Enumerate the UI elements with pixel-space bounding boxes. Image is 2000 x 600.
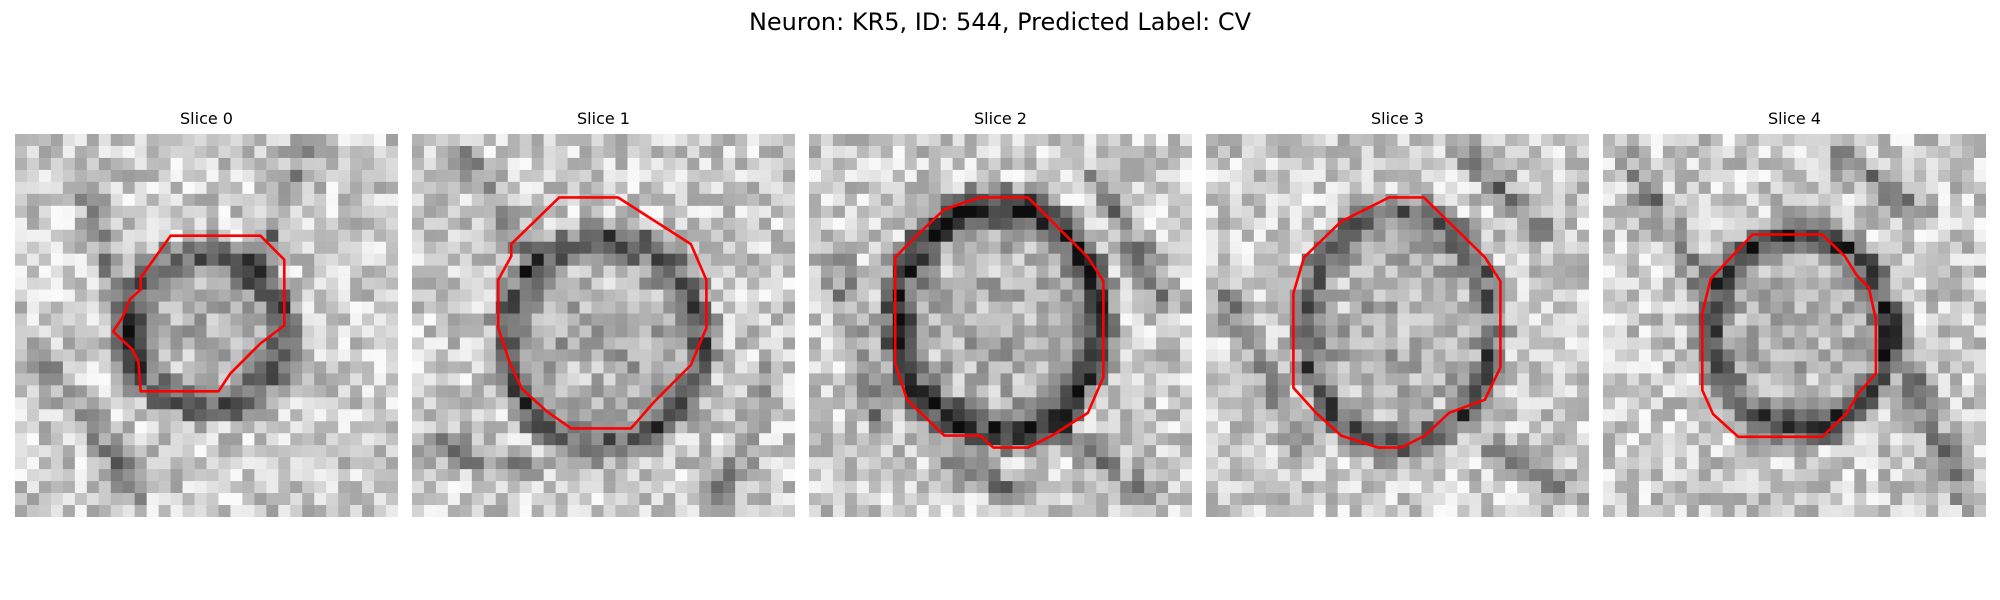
slice-image-2 (809, 134, 1192, 517)
slice-image-1 (412, 134, 795, 517)
segmentation-contour (496, 196, 708, 430)
micrograph-pixels (15, 134, 398, 517)
slice-panel-1: Slice 1 (412, 108, 795, 518)
segmentation-contour (893, 196, 1105, 449)
slice-image-0 (15, 134, 398, 517)
slice-panel-3: Slice 3 (1206, 108, 1589, 518)
slice-title-4: Slice 4 (1768, 109, 1821, 128)
slice-panel-2: Slice 2 (809, 108, 1192, 518)
slice-title-0: Slice 0 (180, 109, 233, 128)
micrograph-pixels (1603, 134, 1986, 517)
micrograph-pixels (809, 134, 1192, 517)
slice-panel-4: Slice 4 (1603, 108, 1986, 518)
figure-title: Neuron: KR5, ID: 544, Predicted Label: C… (748, 8, 1252, 36)
segmentation-contour (111, 234, 286, 393)
slice-panel-0: Slice 0 (15, 108, 398, 518)
micrograph-pixels (412, 134, 795, 517)
slice-title-2: Slice 2 (974, 109, 1027, 128)
slice-title-1: Slice 1 (577, 109, 630, 128)
segmentation-contour (1701, 233, 1878, 439)
slice-image-3 (1206, 134, 1589, 517)
slice-image-4 (1603, 134, 1986, 517)
slice-title-3: Slice 3 (1371, 109, 1424, 128)
segmentation-contour (1292, 196, 1502, 449)
micrograph-pixels (1206, 134, 1589, 517)
